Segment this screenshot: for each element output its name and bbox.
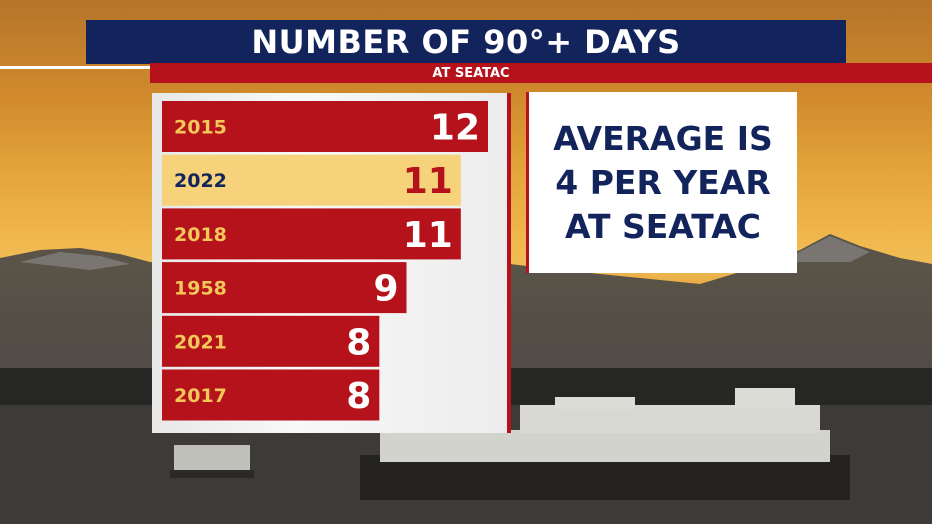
average-note: AVERAGE IS 4 PER YEAR AT SEATAC: [553, 117, 773, 249]
value-label-2021: 8: [346, 322, 371, 363]
category-label-2022: 2022: [174, 170, 227, 192]
bar-row-1958: 1958 9: [162, 262, 407, 314]
bar-2021: [162, 315, 380, 367]
category-label-2017: 2017: [174, 385, 227, 407]
value-label-2022: 11: [403, 161, 453, 202]
accent-line: [0, 66, 150, 69]
bar-2017: [162, 369, 380, 421]
chart-subtitle: AT SEATAC: [150, 63, 932, 83]
bar-row-2021: 2021 8: [162, 315, 380, 367]
bar-2015: [162, 101, 488, 152]
bar-row-2017: 2017 8: [162, 369, 380, 421]
bar-1958: [162, 262, 407, 314]
category-label-2015: 2015: [174, 117, 227, 139]
ferry-large: [360, 388, 850, 500]
value-label-1958: 9: [373, 269, 398, 310]
category-label-2018: 2018: [174, 224, 227, 246]
average-note-box: AVERAGE IS 4 PER YEAR AT SEATAC: [526, 92, 797, 273]
mountain-snow: [20, 236, 870, 270]
panel-edge: [507, 93, 511, 433]
chart-title: NUMBER OF 90°+ DAYS: [86, 20, 846, 64]
value-label-2017: 8: [346, 376, 371, 417]
bar-row-2015: 2015 12: [162, 101, 488, 152]
bar-row-2018: 2018 11: [162, 208, 461, 260]
average-note-line-1: AVERAGE IS: [553, 118, 773, 158]
bar-2022: [162, 154, 461, 206]
bar-2018: [162, 208, 461, 260]
category-label-2021: 2021: [174, 331, 227, 353]
average-note-line-2: 4 PER YEAR: [555, 162, 771, 202]
category-label-1958: 1958: [174, 278, 227, 300]
average-note-line-3: AT SEATAC: [565, 206, 761, 246]
bar-row-2022: 2022 11: [162, 154, 461, 206]
bar-chart: 2015 12 2022 11 2018 11 1958 9 2021 8 2017 8: [162, 101, 488, 421]
value-label-2018: 11: [403, 215, 453, 256]
ferry-small: [170, 445, 254, 478]
value-label-2015: 12: [430, 108, 480, 149]
